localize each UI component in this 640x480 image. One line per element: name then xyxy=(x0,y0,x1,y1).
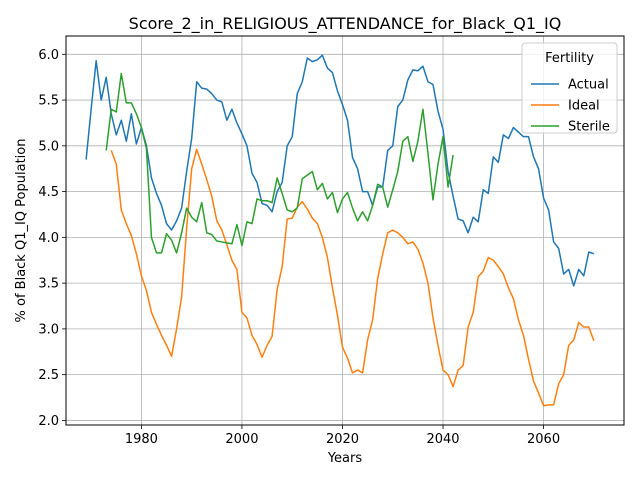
y-tick-label: 5.0 xyxy=(38,139,59,154)
y-tick-label: 2.0 xyxy=(38,414,59,429)
series-line-ideal xyxy=(110,148,595,407)
legend-box xyxy=(521,42,618,134)
y-tick-label: 4.0 xyxy=(38,231,59,246)
legend-label-sterile: Sterile xyxy=(568,120,610,135)
y-axis-label: % of Black Q1_IQ Population xyxy=(14,139,29,323)
x-tick-label: 2000 xyxy=(225,432,258,447)
y-tick-label: 2.5 xyxy=(38,368,59,383)
y-tick-label: 3.5 xyxy=(38,277,59,292)
legend: Fertility Actual Ideal Sterile xyxy=(521,42,618,135)
legend-label-actual: Actual xyxy=(568,78,609,93)
x-tick-label: 2020 xyxy=(326,432,359,447)
legend-label-ideal: Ideal xyxy=(568,99,600,114)
y-tick-label: 5.5 xyxy=(38,94,59,109)
series-line-actual xyxy=(85,54,595,287)
chart-title: Score_2_in_RELIGIOUS_ATTENDANCE_for_Blac… xyxy=(129,14,562,34)
x-axis-ticks: 1980 2000 2020 2040 2060 xyxy=(125,425,560,447)
x-tick-label: 2060 xyxy=(527,432,560,447)
y-tick-label: 3.0 xyxy=(38,322,59,337)
y-tick-label: 6.0 xyxy=(38,48,59,63)
x-axis-label: Years xyxy=(327,451,363,466)
y-tick-label: 4.5 xyxy=(38,185,59,200)
y-axis-ticks: 2.0 2.5 3.0 3.5 4.0 4.5 5.0 5.5 6.0 xyxy=(38,48,66,429)
x-tick-label: 2040 xyxy=(426,432,459,447)
series-line-sterile xyxy=(105,72,454,254)
x-tick-label: 1980 xyxy=(125,432,158,447)
series-lines xyxy=(85,54,595,407)
legend-title: Fertility xyxy=(545,51,594,66)
plot-frame xyxy=(65,35,625,426)
